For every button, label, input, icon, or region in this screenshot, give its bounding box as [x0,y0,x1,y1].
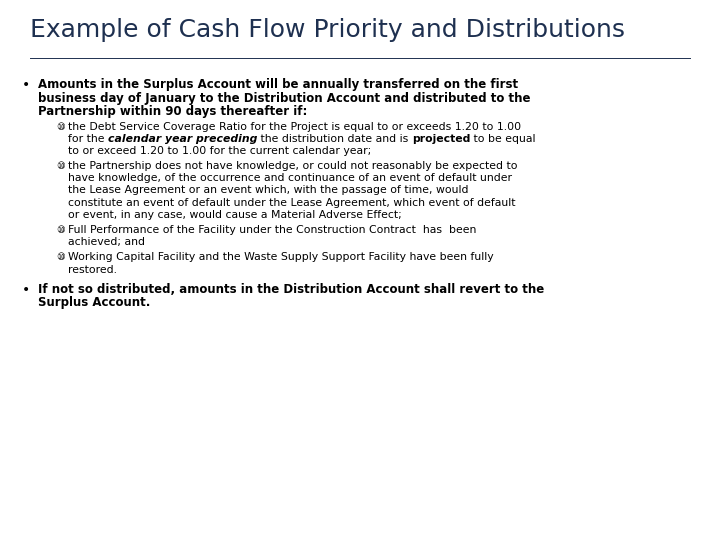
Text: •: • [22,283,30,297]
Text: Partnership within 90 days thereafter if:: Partnership within 90 days thereafter if… [38,105,307,118]
Text: calendar year preceding: calendar year preceding [108,134,257,144]
Text: to or exceed 1.20 to 1.00 for the current calendar year;: to or exceed 1.20 to 1.00 for the curren… [68,146,372,156]
Text: the Debt Service Coverage Ratio for the Project is equal to or exceeds 1.20 to 1: the Debt Service Coverage Ratio for the … [68,122,521,132]
Text: Surplus Account.: Surplus Account. [38,296,150,309]
Text: Amounts in the Surplus Account will be annually transferred on the first: Amounts in the Surplus Account will be a… [38,78,518,91]
Text: Example of Cash Flow Priority and Distributions: Example of Cash Flow Priority and Distri… [30,18,625,42]
Text: constitute an event of default under the Lease Agreement, which event of default: constitute an event of default under the… [68,198,516,208]
Text: ⑩: ⑩ [56,225,65,235]
Text: for the: for the [68,134,108,144]
Text: ⑩: ⑩ [56,253,65,262]
Text: have knowledge, of the occurrence and continuance of an event of default under: have knowledge, of the occurrence and co… [68,173,512,183]
Text: restored.: restored. [68,265,117,275]
Text: •: • [22,78,30,92]
Text: business day of January to the Distribution Account and distributed to the: business day of January to the Distribut… [38,91,531,105]
Text: projected: projected [412,134,470,144]
Text: the Lease Agreement or an event which, with the passage of time, would: the Lease Agreement or an event which, w… [68,186,469,195]
Text: achieved; and: achieved; and [68,237,145,247]
Text: ⑩: ⑩ [56,122,65,132]
Text: the distribution date and is: the distribution date and is [257,134,412,144]
Text: If not so distributed, amounts in the Distribution Account shall revert to the: If not so distributed, amounts in the Di… [38,283,544,296]
Text: to be equal: to be equal [470,134,536,144]
Text: Full Performance of the Facility under the Construction Contract  has  been: Full Performance of the Facility under t… [68,225,477,235]
Text: or event, in any case, would cause a Material Adverse Effect;: or event, in any case, would cause a Mat… [68,210,402,220]
Text: ⑩: ⑩ [56,161,65,171]
Text: Working Capital Facility and the Waste Supply Support Facility have been fully: Working Capital Facility and the Waste S… [68,253,494,262]
Text: the Partnership does not have knowledge, or could not reasonably be expected to: the Partnership does not have knowledge,… [68,161,518,171]
